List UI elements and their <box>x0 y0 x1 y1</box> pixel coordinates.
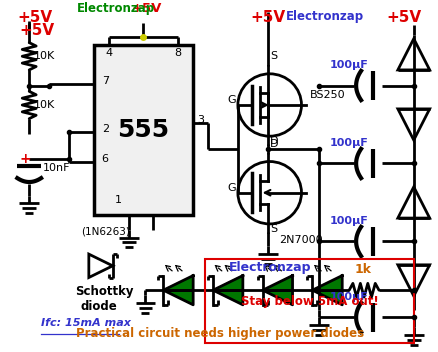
Text: 10K: 10K <box>34 100 55 110</box>
Text: 7: 7 <box>102 76 109 86</box>
Polygon shape <box>312 276 342 305</box>
Text: G: G <box>227 95 236 105</box>
Text: Electronzap: Electronzap <box>228 261 310 274</box>
Text: (1N6263): (1N6263) <box>81 227 130 237</box>
Polygon shape <box>262 276 292 305</box>
Text: 10nF: 10nF <box>43 163 71 173</box>
Text: +: + <box>19 151 31 165</box>
Text: D: D <box>269 136 277 146</box>
Text: 100μF: 100μF <box>329 60 368 70</box>
Text: +5V: +5V <box>250 11 285 25</box>
Text: 100μF: 100μF <box>329 216 368 226</box>
Text: Schottky: Schottky <box>75 285 133 298</box>
Text: BS250: BS250 <box>309 90 344 100</box>
Text: +5V: +5V <box>17 11 52 25</box>
Text: +5V: +5V <box>131 2 161 15</box>
Text: 6: 6 <box>102 153 109 164</box>
Polygon shape <box>212 276 242 305</box>
Text: +5V: +5V <box>385 11 420 25</box>
Text: S: S <box>269 51 276 61</box>
Text: 2N7000: 2N7000 <box>279 235 322 245</box>
Text: D: D <box>269 139 277 149</box>
Text: 100μF: 100μF <box>329 292 368 302</box>
Text: Electronzap: Electronzap <box>285 11 363 24</box>
Text: G: G <box>227 183 236 193</box>
Text: 100μF: 100μF <box>329 138 368 148</box>
Text: Practical circuit needs higher power diodes: Practical circuit needs higher power dio… <box>76 327 363 340</box>
Text: Ifc: 15mA max: Ifc: 15mA max <box>41 318 131 328</box>
Text: 3: 3 <box>197 114 204 125</box>
Text: 2: 2 <box>102 124 109 134</box>
Polygon shape <box>163 276 193 305</box>
Text: 4: 4 <box>105 48 112 58</box>
Bar <box>94 45 193 215</box>
Text: 10K: 10K <box>34 51 55 61</box>
Text: 1k: 1k <box>353 263 370 276</box>
Text: 8: 8 <box>174 48 181 58</box>
Text: S: S <box>269 224 276 234</box>
Text: 1: 1 <box>115 195 122 206</box>
Text: Stay below 5mA out!: Stay below 5mA out! <box>240 295 378 308</box>
Text: 555: 555 <box>117 118 169 142</box>
Text: +5V: +5V <box>19 23 54 38</box>
Text: Electronzap: Electronzap <box>76 2 154 15</box>
Text: diode: diode <box>81 300 117 313</box>
